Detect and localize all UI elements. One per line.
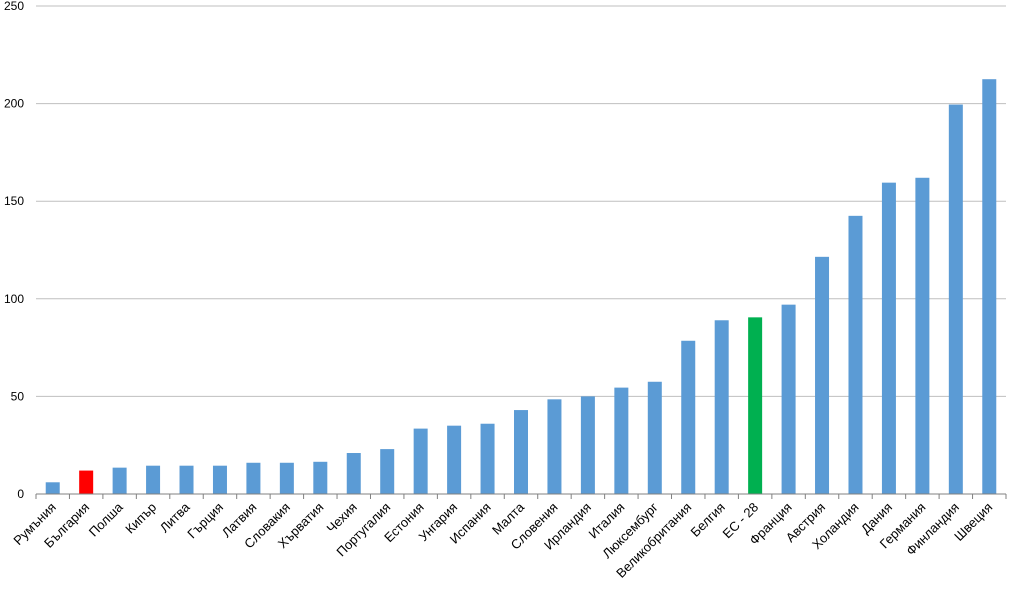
bar-4	[146, 465, 161, 494]
bar-13	[447, 425, 462, 494]
bar-27	[915, 177, 930, 494]
bar-2	[79, 470, 94, 494]
bar-1	[45, 482, 60, 494]
y-tick-label: 250	[4, 0, 24, 13]
category-label: Гърция	[184, 500, 226, 542]
y-tick-label: 100	[4, 292, 24, 306]
bar-24	[815, 256, 830, 494]
bar-8	[279, 462, 294, 494]
bar-23	[781, 304, 796, 494]
y-tick-label: 200	[4, 97, 24, 111]
bar-22	[748, 317, 763, 494]
bar-6	[212, 465, 227, 494]
bar-3	[112, 467, 127, 494]
y-tick-label: 150	[4, 194, 24, 208]
category-labels: РумънияБългарияПолшаКипърЛитваГърцияЛатв…	[10, 499, 995, 581]
bar-10	[346, 453, 361, 494]
bar-5	[179, 465, 194, 494]
gridlines	[36, 5, 1006, 397]
category-label: Кипър	[122, 500, 159, 537]
bar-15	[514, 410, 528, 494]
bar-28	[948, 104, 963, 495]
y-tick-label: 0	[17, 487, 24, 501]
bar-20	[681, 340, 696, 494]
bar-12	[413, 428, 428, 494]
bar-19	[647, 381, 662, 494]
bar-17	[580, 396, 595, 494]
bar-16	[547, 399, 562, 494]
bar-14	[480, 423, 495, 494]
category-label: Полша	[86, 499, 127, 540]
axes	[35, 493, 1007, 499]
bar-18	[614, 387, 629, 494]
bar-9	[313, 461, 328, 494]
y-tick-labels: 0 50 100 150 200 250	[4, 0, 24, 501]
bar-11	[380, 449, 395, 494]
bar-7	[246, 462, 261, 494]
bars	[45, 79, 997, 495]
bar-29	[982, 79, 997, 494]
bar-25	[848, 215, 863, 494]
bar-26	[881, 182, 896, 494]
y-tick-label: 50	[11, 389, 25, 403]
bar-21	[714, 320, 729, 494]
